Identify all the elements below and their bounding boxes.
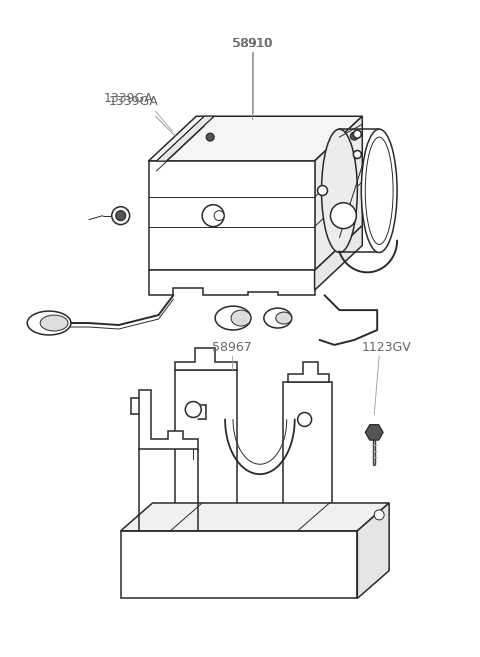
Circle shape [353,150,361,158]
Polygon shape [314,116,362,270]
Text: 58967: 58967 [212,342,252,354]
Circle shape [298,413,312,426]
Ellipse shape [322,129,357,252]
Circle shape [206,133,214,141]
Circle shape [353,130,361,138]
Ellipse shape [361,129,397,252]
Text: 58910: 58910 [232,37,272,50]
Polygon shape [314,225,362,290]
Text: 1123GV: 1123GV [361,342,411,354]
Text: 58910: 58910 [233,37,273,50]
Circle shape [202,205,224,227]
Circle shape [116,211,126,221]
Polygon shape [357,503,389,599]
Polygon shape [175,370,237,533]
Circle shape [112,207,130,225]
Polygon shape [139,390,198,449]
Polygon shape [175,348,237,370]
Circle shape [374,510,384,520]
Polygon shape [148,270,314,295]
Ellipse shape [365,137,393,244]
Ellipse shape [215,306,251,330]
Polygon shape [283,382,333,517]
Polygon shape [120,503,389,531]
Circle shape [350,132,358,140]
Polygon shape [120,531,357,599]
Circle shape [185,401,201,417]
Circle shape [318,185,327,196]
Polygon shape [288,362,329,382]
Polygon shape [148,116,362,161]
Ellipse shape [27,311,71,335]
Ellipse shape [276,312,292,324]
Ellipse shape [231,310,251,326]
Ellipse shape [40,315,68,331]
Ellipse shape [264,308,292,328]
Polygon shape [156,116,214,161]
Circle shape [214,211,224,221]
Polygon shape [365,424,383,440]
Text: 1339GA: 1339GA [109,95,158,108]
Text: 1339GA: 1339GA [104,92,154,105]
Circle shape [330,203,356,229]
Polygon shape [148,161,314,270]
